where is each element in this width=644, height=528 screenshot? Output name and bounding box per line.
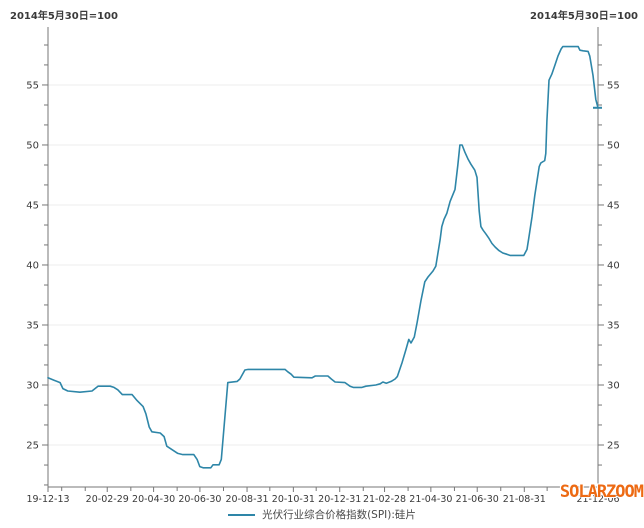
y-axis-label: 50 <box>26 140 39 151</box>
y-axis-label: 35 <box>26 320 39 331</box>
x-axis-label: 21-02-28 <box>363 494 406 505</box>
x-axis-label: 20-10-31 <box>272 494 315 505</box>
x-axis-label: 21-04-30 <box>409 494 452 505</box>
y-axis-label: 30 <box>26 380 39 391</box>
x-axis-label: 21-06-30 <box>456 494 499 505</box>
y-axis-label: 30 <box>607 380 620 391</box>
y-axis-label: 45 <box>607 200 620 211</box>
y-axis-label: 40 <box>607 260 620 271</box>
x-axis-label: 21-12-06 <box>576 494 619 505</box>
chart-legend: 光伏行业综合价格指数(SPI):硅片 <box>0 507 644 522</box>
y-axis-label: 25 <box>607 440 620 451</box>
y-axis-label: 50 <box>607 140 620 151</box>
baseline-note-left: 2014年5月30日=100 <box>10 11 118 22</box>
x-axis-label: 20-04-30 <box>132 494 175 505</box>
solarzoom-logo: SOLARZOOM <box>559 482 644 502</box>
x-axis-label: 21-08-31 <box>503 494 546 505</box>
x-axis-label: 20-08-31 <box>225 494 268 505</box>
x-axis-label: 20-12-31 <box>318 494 361 505</box>
price-index-line <box>47 45 599 469</box>
y-axis-label: 35 <box>607 320 620 331</box>
legend-label: 光伏行业综合价格指数(SPI):硅片 <box>262 509 416 521</box>
baseline-note-right: 2014年5月30日=100 <box>530 11 638 22</box>
y-axis-label: 55 <box>607 80 620 91</box>
x-axis-label: 19-12-13 <box>26 494 69 505</box>
y-axis-label: 25 <box>26 440 39 451</box>
legend-line-swatch <box>228 513 256 516</box>
y-axis-label: 40 <box>26 260 39 271</box>
x-axis-label: 20-06-30 <box>178 494 221 505</box>
y-axis-label: 55 <box>26 80 39 91</box>
x-axis-label: 20-02-29 <box>86 494 129 505</box>
y-axis-label: 45 <box>26 200 39 211</box>
